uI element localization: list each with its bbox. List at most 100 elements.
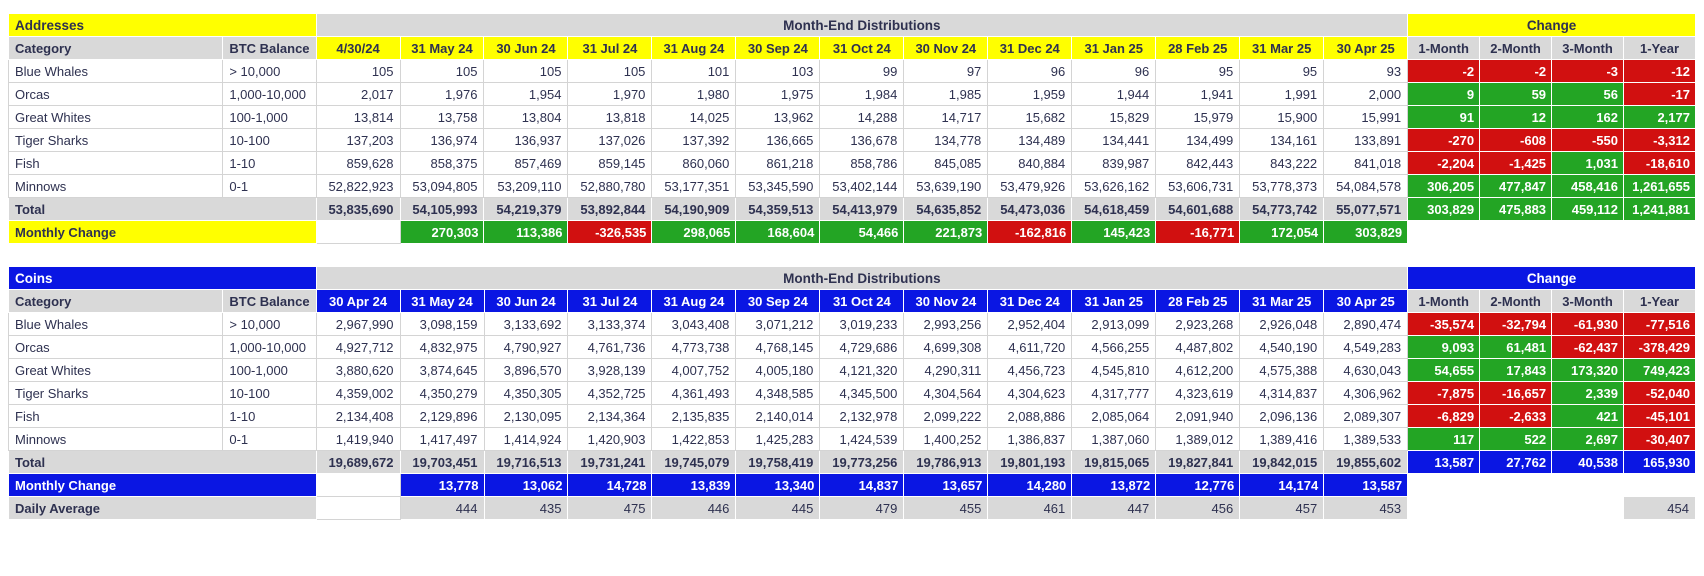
value-cell: 4,456,723 [987,358,1073,382]
header-row: Category BTC Balance 30 Apr 24 31 May 24 30 … [7,289,1696,313]
table-title: Coins [8,266,317,290]
daily-average-label: Daily Average [8,496,317,520]
value-cell: 4,790,927 [483,335,569,359]
month-column-header: 30 Apr 25 [1323,289,1409,313]
value-cell: 4,729,686 [819,335,905,359]
value-cell: 2,140,014 [735,404,821,428]
change-cell: 12 [1479,105,1553,129]
header-row: Category BTC Balance 4/30/24 31 May 24 30 Ju… [7,36,1696,60]
value-cell: 136,665 [735,128,821,152]
category-column-header: Category [7,36,224,60]
value-cell: 1,944 [1071,82,1157,106]
monthly-change-cell: -16,771 [1155,220,1241,244]
change-cell: 306,205 [1407,174,1481,198]
change-cell: 61,481 [1479,335,1553,359]
daily-average-cell: 461 [987,496,1073,520]
change-cell: 2,339 [1551,381,1625,405]
addresses-table: Addresses Month-End Distributions Change Ca… [7,13,1696,244]
value-cell: 13,962 [735,105,821,129]
row-orcas: Orcas 1,000-10,000 4,927,712 4,832,975 4,790… [7,335,1696,359]
change-cell: 1,261,655 [1623,174,1696,198]
month-column-header: 30 Nov 24 [903,36,989,60]
total-row: Total 19,689,672 19,703,451 19,716,513 19,73… [8,450,1696,474]
month-column-header: 28 Feb 25 [1155,289,1241,313]
category-cell: Fish [7,404,224,428]
daily-average-cell: 453 [1323,496,1409,520]
total-value-cell: 19,801,193 [987,450,1073,474]
value-cell: 95 [1155,59,1241,83]
monthly-change-cell: -326,535 [567,220,653,244]
change-cell: -270 [1407,128,1481,152]
total-value-cell: 19,731,241 [567,450,653,474]
category-cell: Blue Whales [7,59,224,83]
value-cell: 136,974 [399,128,485,152]
value-cell: 4,359,002 [315,381,401,405]
value-cell: 4,761,736 [567,335,653,359]
title-row: Coins Month-End Distributions Change [8,266,1696,290]
value-cell: 2,134,364 [567,404,653,428]
category-column-header: Category [7,289,224,313]
value-cell: 2,129,896 [399,404,485,428]
monthly-change-row: Monthly Change 270,303 113,386 -326,535 298,… [8,220,1696,244]
value-cell: 137,392 [651,128,737,152]
value-cell: 4,630,043 [1323,358,1409,382]
total-value-cell: 19,758,419 [735,450,821,474]
change-cell: -12 [1623,59,1696,83]
daily-average-cell: 457 [1239,496,1325,520]
row-blue-whales: Blue Whales > 10,000 105 105 105 105 101 103 99 9… [7,59,1696,83]
value-cell: 858,375 [399,151,485,175]
monthly-change-row: Monthly Change 13,778 13,062 14,728 13,839 13… [8,473,1696,497]
value-cell: 14,025 [651,105,737,129]
month-column-header: 31 May 24 [399,36,485,60]
category-cell: Great Whites [7,105,224,129]
value-cell: 4,361,493 [651,381,737,405]
value-cell: 53,177,351 [651,174,737,198]
value-cell: 842,443 [1155,151,1241,175]
value-cell: 4,005,180 [735,358,821,382]
change-cell: -35,574 [1407,312,1481,336]
value-cell: 1,954 [483,82,569,106]
value-cell: 105 [315,59,401,83]
total-value-cell: 54,618,459 [1071,197,1157,221]
value-cell: 1,387,060 [1071,427,1157,451]
change-column-header: 2-Month [1479,36,1553,60]
change-cell: -2 [1407,59,1481,83]
daily-average-cell: 445 [735,496,821,520]
total-value-cell: 19,773,256 [819,450,905,474]
value-cell: 53,778,373 [1239,174,1325,198]
monthly-change-blank-cell [315,220,401,244]
month-column-header: 30 Sep 24 [735,289,821,313]
category-cell: Minnows [7,427,224,451]
value-cell: 96 [1071,59,1157,83]
daily-average-cell: 444 [399,496,485,520]
value-cell: 4,350,279 [399,381,485,405]
value-cell: 2,096,136 [1239,404,1325,428]
value-cell: 3,043,408 [651,312,737,336]
value-cell: 1,386,837 [987,427,1073,451]
spacer-cell [1479,220,1552,244]
total-value-cell: 53,835,690 [315,197,401,221]
total-value-cell: 54,413,979 [819,197,905,221]
value-cell: 4,549,283 [1323,335,1409,359]
change-column-header: 2-Month [1479,289,1553,313]
value-cell: 97 [903,59,989,83]
value-cell: 53,345,590 [735,174,821,198]
value-cell: 4,304,564 [903,381,989,405]
value-cell: 2,135,835 [651,404,737,428]
value-cell: 860,060 [651,151,737,175]
value-cell: 137,203 [315,128,401,152]
change-cell: -7,875 [1407,381,1481,405]
change-cell: 2,177 [1623,105,1696,129]
value-cell: 134,489 [987,128,1073,152]
value-cell: 4,306,962 [1323,381,1409,405]
change-header: Change [1407,13,1696,37]
value-cell: 4,290,311 [903,358,989,382]
row-orcas: Orcas 1,000-10,000 2,017 1,976 1,954 1,970 1,9… [7,82,1696,106]
row-tiger-sharks: Tiger Sharks 10-100 137,203 136,974 136,937 1… [7,128,1696,152]
value-cell: 2,017 [315,82,401,106]
monthly-change-cell: 113,386 [483,220,569,244]
value-cell: 3,133,692 [483,312,569,336]
month-column-header: 31 Jul 24 [567,36,653,60]
value-cell: 14,288 [819,105,905,129]
month-column-header: 30 Apr 25 [1323,36,1409,60]
